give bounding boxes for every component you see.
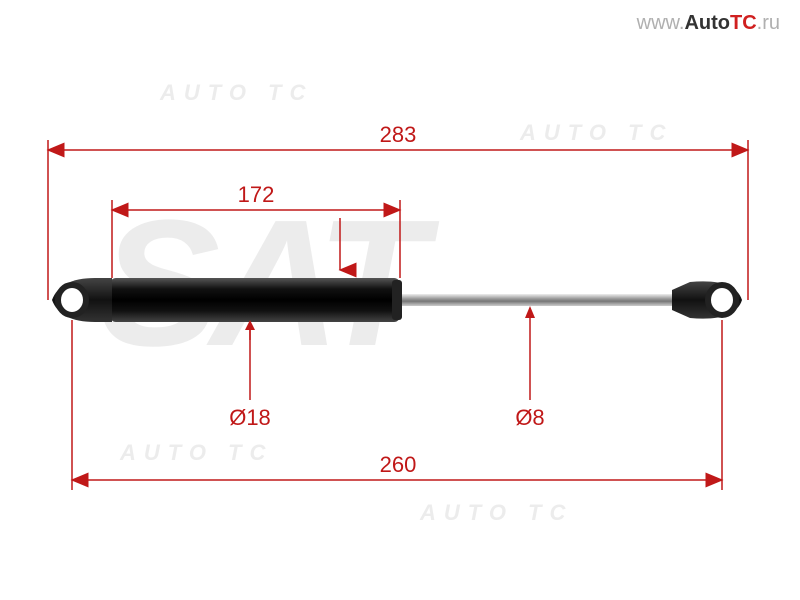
dia-arrowhead	[245, 320, 255, 330]
left-fitting	[52, 278, 112, 322]
left-eye	[58, 285, 86, 315]
watermark-large: SAT	[100, 180, 417, 387]
piston-rod	[395, 294, 675, 306]
dim-total-length: 283	[380, 122, 417, 147]
dim-body-diameter: Ø18	[229, 405, 271, 430]
dim-rod-diameter: Ø8	[515, 405, 544, 430]
watermark-small-3: AUTO TC	[420, 500, 573, 526]
end-cap	[392, 280, 402, 320]
url-brand1: Auto	[684, 12, 730, 34]
url-suffix: .ru	[757, 12, 780, 34]
dim-body-length: 172	[238, 182, 275, 207]
cylinder-body	[110, 278, 400, 322]
right-eye	[708, 285, 736, 315]
dim-between-centers: 260	[380, 452, 417, 477]
website-url: www.AutoTC.ru	[637, 12, 780, 35]
watermark-small-4: AUTO TC	[520, 120, 673, 146]
technical-diagram: 283 172 260 Ø18 Ø8	[0, 0, 800, 600]
url-prefix: www.	[637, 12, 685, 34]
watermark-small-2: AUTO TC	[120, 440, 273, 466]
right-fitting	[672, 281, 742, 318]
watermark-small-1: AUTO TC	[160, 80, 313, 106]
dia-arrowhead	[525, 306, 535, 318]
url-brand2: TC	[730, 12, 757, 34]
